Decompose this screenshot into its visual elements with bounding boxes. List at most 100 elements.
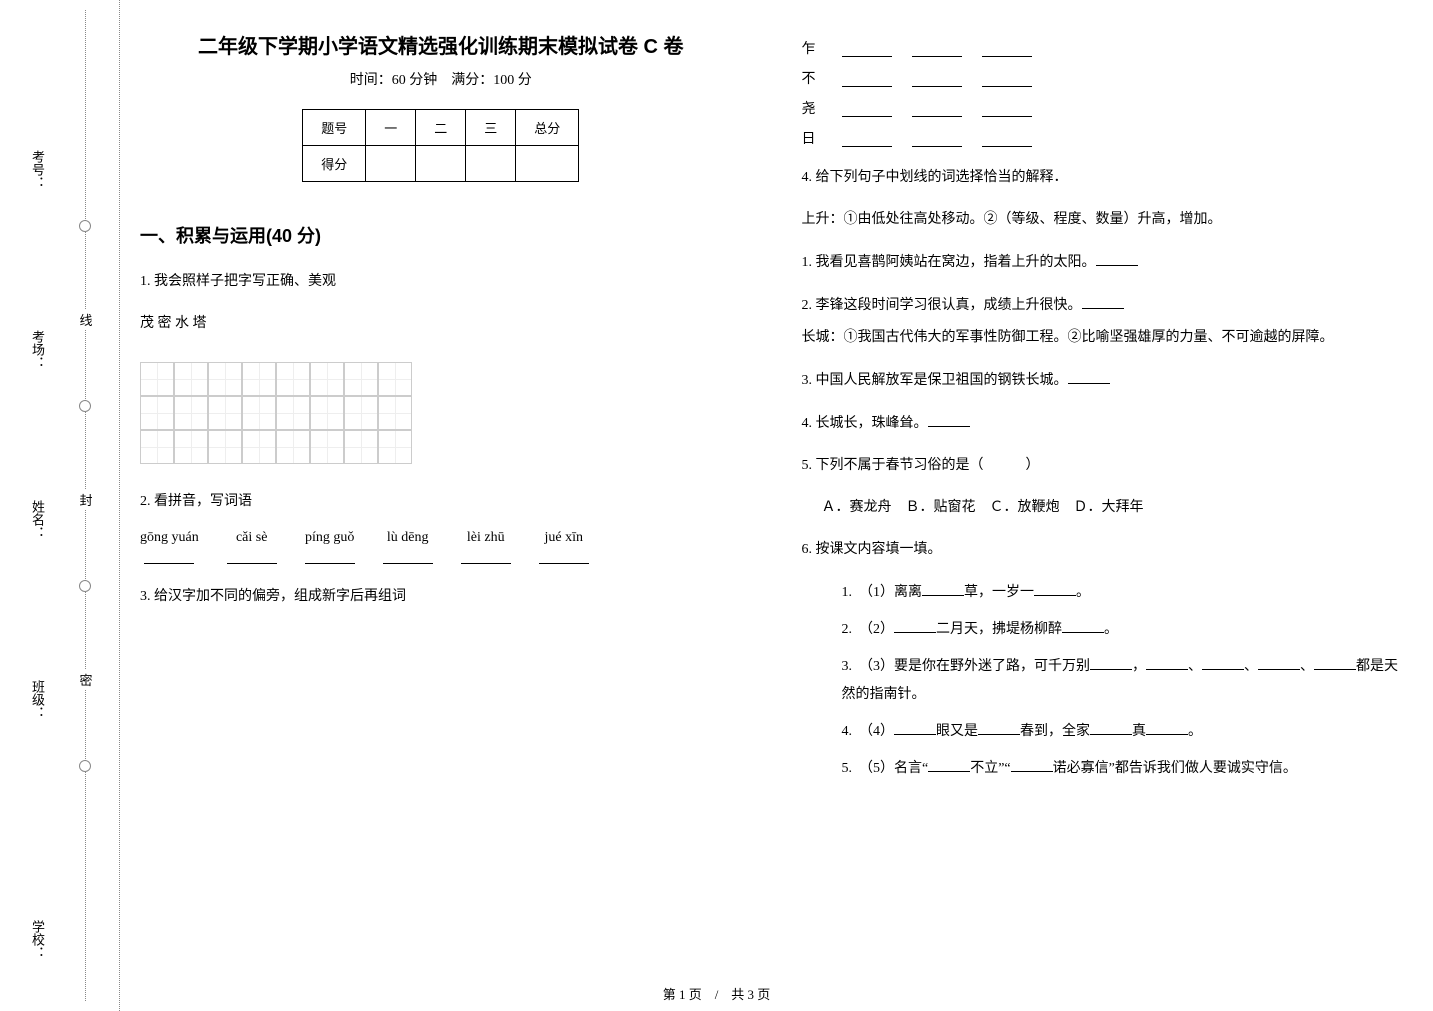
score-value-row: 得分 <box>303 146 579 182</box>
char-grid-cell <box>242 362 276 396</box>
answer-blank <box>928 409 970 427</box>
spine-char-mi: 密 <box>79 670 93 689</box>
char-grid-cell <box>276 396 310 430</box>
exam-subtitle: 时间：60 分钟 满分：100 分 <box>140 69 742 89</box>
answer-blank <box>227 546 277 564</box>
answer-blank <box>842 39 892 57</box>
spine-circle <box>79 220 91 232</box>
spine-label-class: 班级： <box>28 680 47 719</box>
answer-blank <box>1090 717 1132 735</box>
question-3-text: 3. 给汉字加不同的偏旁，组成新字后再组词 <box>140 589 406 604</box>
score-cell: 总分 <box>516 110 579 146</box>
char-grid-cell <box>208 362 242 396</box>
q4-sentence-3: 3. 中国人民解放军是保卫祖国的钢铁长城。 <box>802 366 1404 395</box>
pinyin-item: cǎi sè <box>227 530 277 569</box>
char-grid-cell <box>378 430 412 464</box>
char-grid-cell <box>174 396 208 430</box>
char-grid-cell <box>378 362 412 396</box>
score-cell <box>366 146 416 182</box>
answer-blank <box>1068 366 1110 384</box>
q4-s1-text: 1. 我看见喜鹊阿姨站在窝边，指着上升的太阳。 <box>802 255 1096 270</box>
answer-blank <box>894 717 936 735</box>
question-4: 4. 给下列句子中划线的词选择恰当的解释． <box>802 164 1404 192</box>
char-grid-cell <box>276 362 310 396</box>
pinyin-row: gōng yuán cǎi sè píng guǒ lù dēng lèi zh… <box>140 530 742 569</box>
answer-blank <box>539 546 589 564</box>
answer-blank <box>1146 652 1188 670</box>
char-grid-cell <box>140 396 174 430</box>
q6-item-3: 3. （3）要是你在野外迷了路，可千万别，、、、都是天然的指南针。 <box>842 652 1404 709</box>
answer-blank <box>1258 652 1300 670</box>
binding-spine: 考号： 考场： 姓名： 班级： 学校： 线 封 密 <box>0 0 120 1011</box>
q6-item-5: 5. （5）名言“不立”“诺必寡信”都告诉我们做人要诚实守信。 <box>842 754 1404 783</box>
score-table: 题号 一 二 三 总分 得分 <box>302 109 579 182</box>
q4-sentence-1: 1. 我看见喜鹊阿姨站在窝边，指着上升的太阳。 <box>802 248 1404 277</box>
q6-frag: 。 <box>1104 622 1118 637</box>
spine-char-feng: 封 <box>79 490 93 509</box>
q6-frag: 二月天，拂堤杨柳醉 <box>936 622 1062 637</box>
q4-definition-1: 上升：①由低处往高处移动。②（等级、程度、数量）升高，增加。 <box>802 206 1404 234</box>
page-content: 二年级下学期小学语文精选强化训练期末模拟试卷 C 卷 时间：60 分钟 满分：1… <box>140 30 1403 981</box>
answer-blank <box>982 99 1032 117</box>
question-1: 1. 我会照样子把字写正确、美观 <box>140 268 742 296</box>
radical-row: 乍 <box>802 36 1404 60</box>
right-column: 乍 不 尧 日 4. 给下列句子中划线的词选择恰当的解释． 上升：①由低处往高处… <box>802 30 1404 981</box>
q4-sentence-2: 2. 李锋这段时间学习很认真，成绩上升很快。 <box>802 291 1404 320</box>
radical-char: 不 <box>802 68 822 88</box>
char-grid-row <box>140 362 412 396</box>
question-6: 6. 按课文内容填一填。 <box>802 536 1404 564</box>
q6-frag: 2. （2） <box>842 622 895 637</box>
spine-circle <box>79 580 91 592</box>
char-grid-cell <box>344 430 378 464</box>
char-grid-cell <box>344 362 378 396</box>
q6-frag: 春到，全家 <box>1020 724 1090 739</box>
pinyin-item: lù dēng <box>383 530 433 569</box>
q4-definition-2: 长城：①我国古代伟大的军事性防御工程。②比喻坚强雄厚的力量、不可逾越的屏障。 <box>802 324 1404 352</box>
pinyin-item: jué xīn <box>539 530 589 569</box>
radical-row: 不 <box>802 66 1404 90</box>
q6-frag: 、 <box>1244 659 1258 674</box>
character-grid <box>140 362 412 464</box>
spine-label-school: 学校： <box>28 920 47 959</box>
q6-frag: 草，一岁一 <box>964 585 1034 600</box>
pinyin-text: gōng yuán <box>140 530 199 545</box>
q6-frag: 眼又是 <box>936 724 978 739</box>
answer-blank <box>1034 578 1076 596</box>
q4-sentence-4: 4. 长城长，珠峰耸。 <box>802 409 1404 438</box>
q5-options: Ａ．赛龙舟 Ｂ．贴窗花 Ｃ．放鞭炮 Ｄ．大拜年 <box>822 494 1404 522</box>
page-footer: 第 1 页 / 共 3 页 <box>0 984 1433 1003</box>
spine-char-xian: 线 <box>79 310 93 329</box>
pinyin-item: píng guǒ <box>305 530 355 569</box>
answer-blank <box>305 546 355 564</box>
answer-blank <box>1062 615 1104 633</box>
q6-frag: 、 <box>1188 659 1202 674</box>
char-grid-cell <box>310 362 344 396</box>
char-grid-cell <box>174 362 208 396</box>
char-grid-cell <box>310 396 344 430</box>
question-2-text: 2. 看拼音，写词语 <box>140 494 252 509</box>
char-grid-row <box>140 396 412 430</box>
char-grid-cell <box>174 430 208 464</box>
char-grid-cell <box>140 362 174 396</box>
answer-blank <box>912 99 962 117</box>
question-1-text: 1. 我会照样子把字写正确、美观 <box>140 274 336 289</box>
char-grid-cell <box>208 430 242 464</box>
char-grid-cell <box>276 430 310 464</box>
answer-blank <box>982 69 1032 87</box>
pinyin-text: píng guǒ <box>305 530 354 545</box>
section-1-heading: 一、积累与运用(40 分) <box>140 222 742 248</box>
char-grid-cell <box>242 430 276 464</box>
score-cell: 得分 <box>303 146 366 182</box>
score-cell: 三 <box>466 110 516 146</box>
score-cell: 二 <box>416 110 466 146</box>
spine-circle <box>79 760 91 772</box>
char-grid-cell <box>208 396 242 430</box>
q6-item-4: 4. （4）眼又是春到，全家真。 <box>842 717 1404 746</box>
question-5: 5. 下列不属于春节习俗的是（ ） <box>802 452 1404 480</box>
spine-label-name: 姓名： <box>28 500 47 539</box>
question-2: 2. 看拼音，写词语 <box>140 488 742 516</box>
exam-title: 二年级下学期小学语文精选强化训练期末模拟试卷 C 卷 <box>140 30 742 59</box>
answer-blank <box>982 129 1032 147</box>
q6-frag: 5. （5）名言“ <box>842 761 929 776</box>
char-grid-row <box>140 430 412 464</box>
